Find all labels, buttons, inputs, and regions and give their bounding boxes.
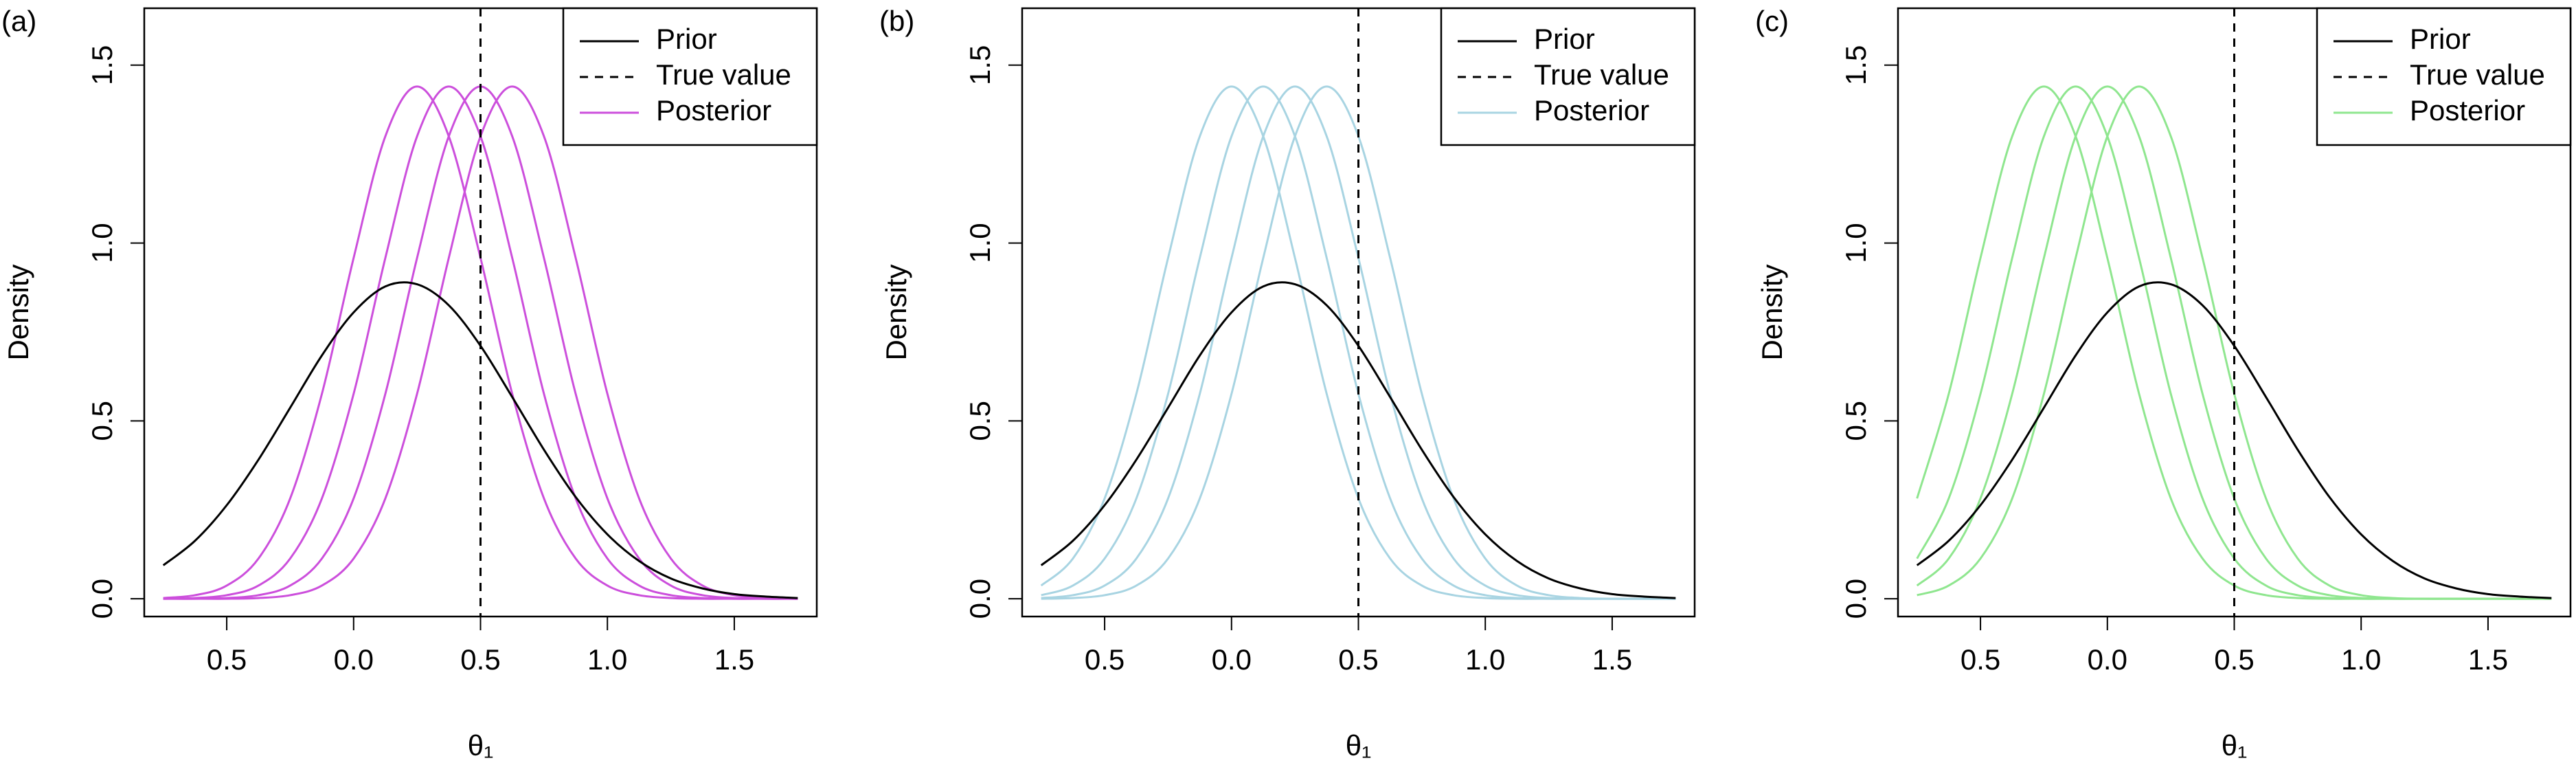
plot-frame xyxy=(1021,7,1696,618)
panel-label: (b) xyxy=(879,5,914,37)
legend-label: True value xyxy=(2410,58,2545,91)
posterior-curve xyxy=(163,85,798,600)
posterior-curve xyxy=(1041,85,1676,600)
legend-label: True value xyxy=(656,58,791,91)
x-tick-label: 1.0 xyxy=(1465,643,1505,676)
legend-label: True value xyxy=(1534,58,1669,91)
legend-box xyxy=(562,7,818,146)
panel-label: (c) xyxy=(1755,5,1789,37)
legend-box xyxy=(1440,7,1696,146)
y-tick-label: 0.0 xyxy=(964,579,996,619)
x-axis-label: θ₁ xyxy=(468,729,494,762)
y-axis-label: Density xyxy=(2,264,34,360)
y-tick-label: 1.0 xyxy=(86,223,118,263)
legend-label: Prior xyxy=(1534,23,1595,55)
legend-label: Posterior xyxy=(656,94,771,126)
y-tick-label: 1.5 xyxy=(964,45,996,85)
y-tick-label: 1.0 xyxy=(964,223,996,263)
x-tick-label: 0.5 xyxy=(1338,643,1378,676)
x-tick-label: 0.5 xyxy=(1085,643,1125,676)
y-axis-label: Density xyxy=(880,264,912,360)
y-tick-label: 0.0 xyxy=(1840,579,1872,619)
x-axis-label: θ₁ xyxy=(1346,729,1372,762)
legend-label: Posterior xyxy=(1534,94,1649,126)
x-tick-label: 1.5 xyxy=(2468,643,2508,676)
posterior-curve xyxy=(163,85,798,600)
y-tick-label: 0.5 xyxy=(964,401,996,441)
x-tick-label: 0.5 xyxy=(1961,643,2000,676)
y-tick-label: 1.5 xyxy=(86,45,118,85)
y-axis-label: Density xyxy=(1756,264,1788,360)
legend-box xyxy=(2316,7,2572,146)
x-tick-label: 0.0 xyxy=(1212,643,1252,676)
legend-label: Prior xyxy=(2410,23,2471,55)
y-tick-label: 1.5 xyxy=(1840,45,1872,85)
y-tick-label: 0.0 xyxy=(86,579,118,619)
x-tick-label: 1.0 xyxy=(587,643,627,676)
y-tick-label: 1.0 xyxy=(1840,223,1872,263)
x-axis-label: θ₁ xyxy=(2222,729,2248,762)
legend-label: Posterior xyxy=(2410,94,2525,126)
x-tick-label: 0.0 xyxy=(334,643,374,676)
posterior-curve xyxy=(1917,85,2552,600)
x-tick-label: 0.0 xyxy=(2088,643,2127,676)
x-tick-label: 0.5 xyxy=(207,643,247,676)
x-tick-label: 1.0 xyxy=(2341,643,2381,676)
posterior-curve xyxy=(1041,85,1676,600)
x-tick-label: 0.5 xyxy=(460,643,500,676)
plot-frame xyxy=(1897,7,2572,618)
panel-label: (a) xyxy=(1,5,36,37)
plot-frame xyxy=(143,7,818,618)
x-tick-label: 0.5 xyxy=(2214,643,2254,676)
y-tick-label: 0.5 xyxy=(1840,401,1872,441)
legend-label: Prior xyxy=(656,23,717,55)
x-tick-label: 1.5 xyxy=(1592,643,1632,676)
y-tick-label: 0.5 xyxy=(86,401,118,441)
x-tick-label: 1.5 xyxy=(714,643,754,676)
